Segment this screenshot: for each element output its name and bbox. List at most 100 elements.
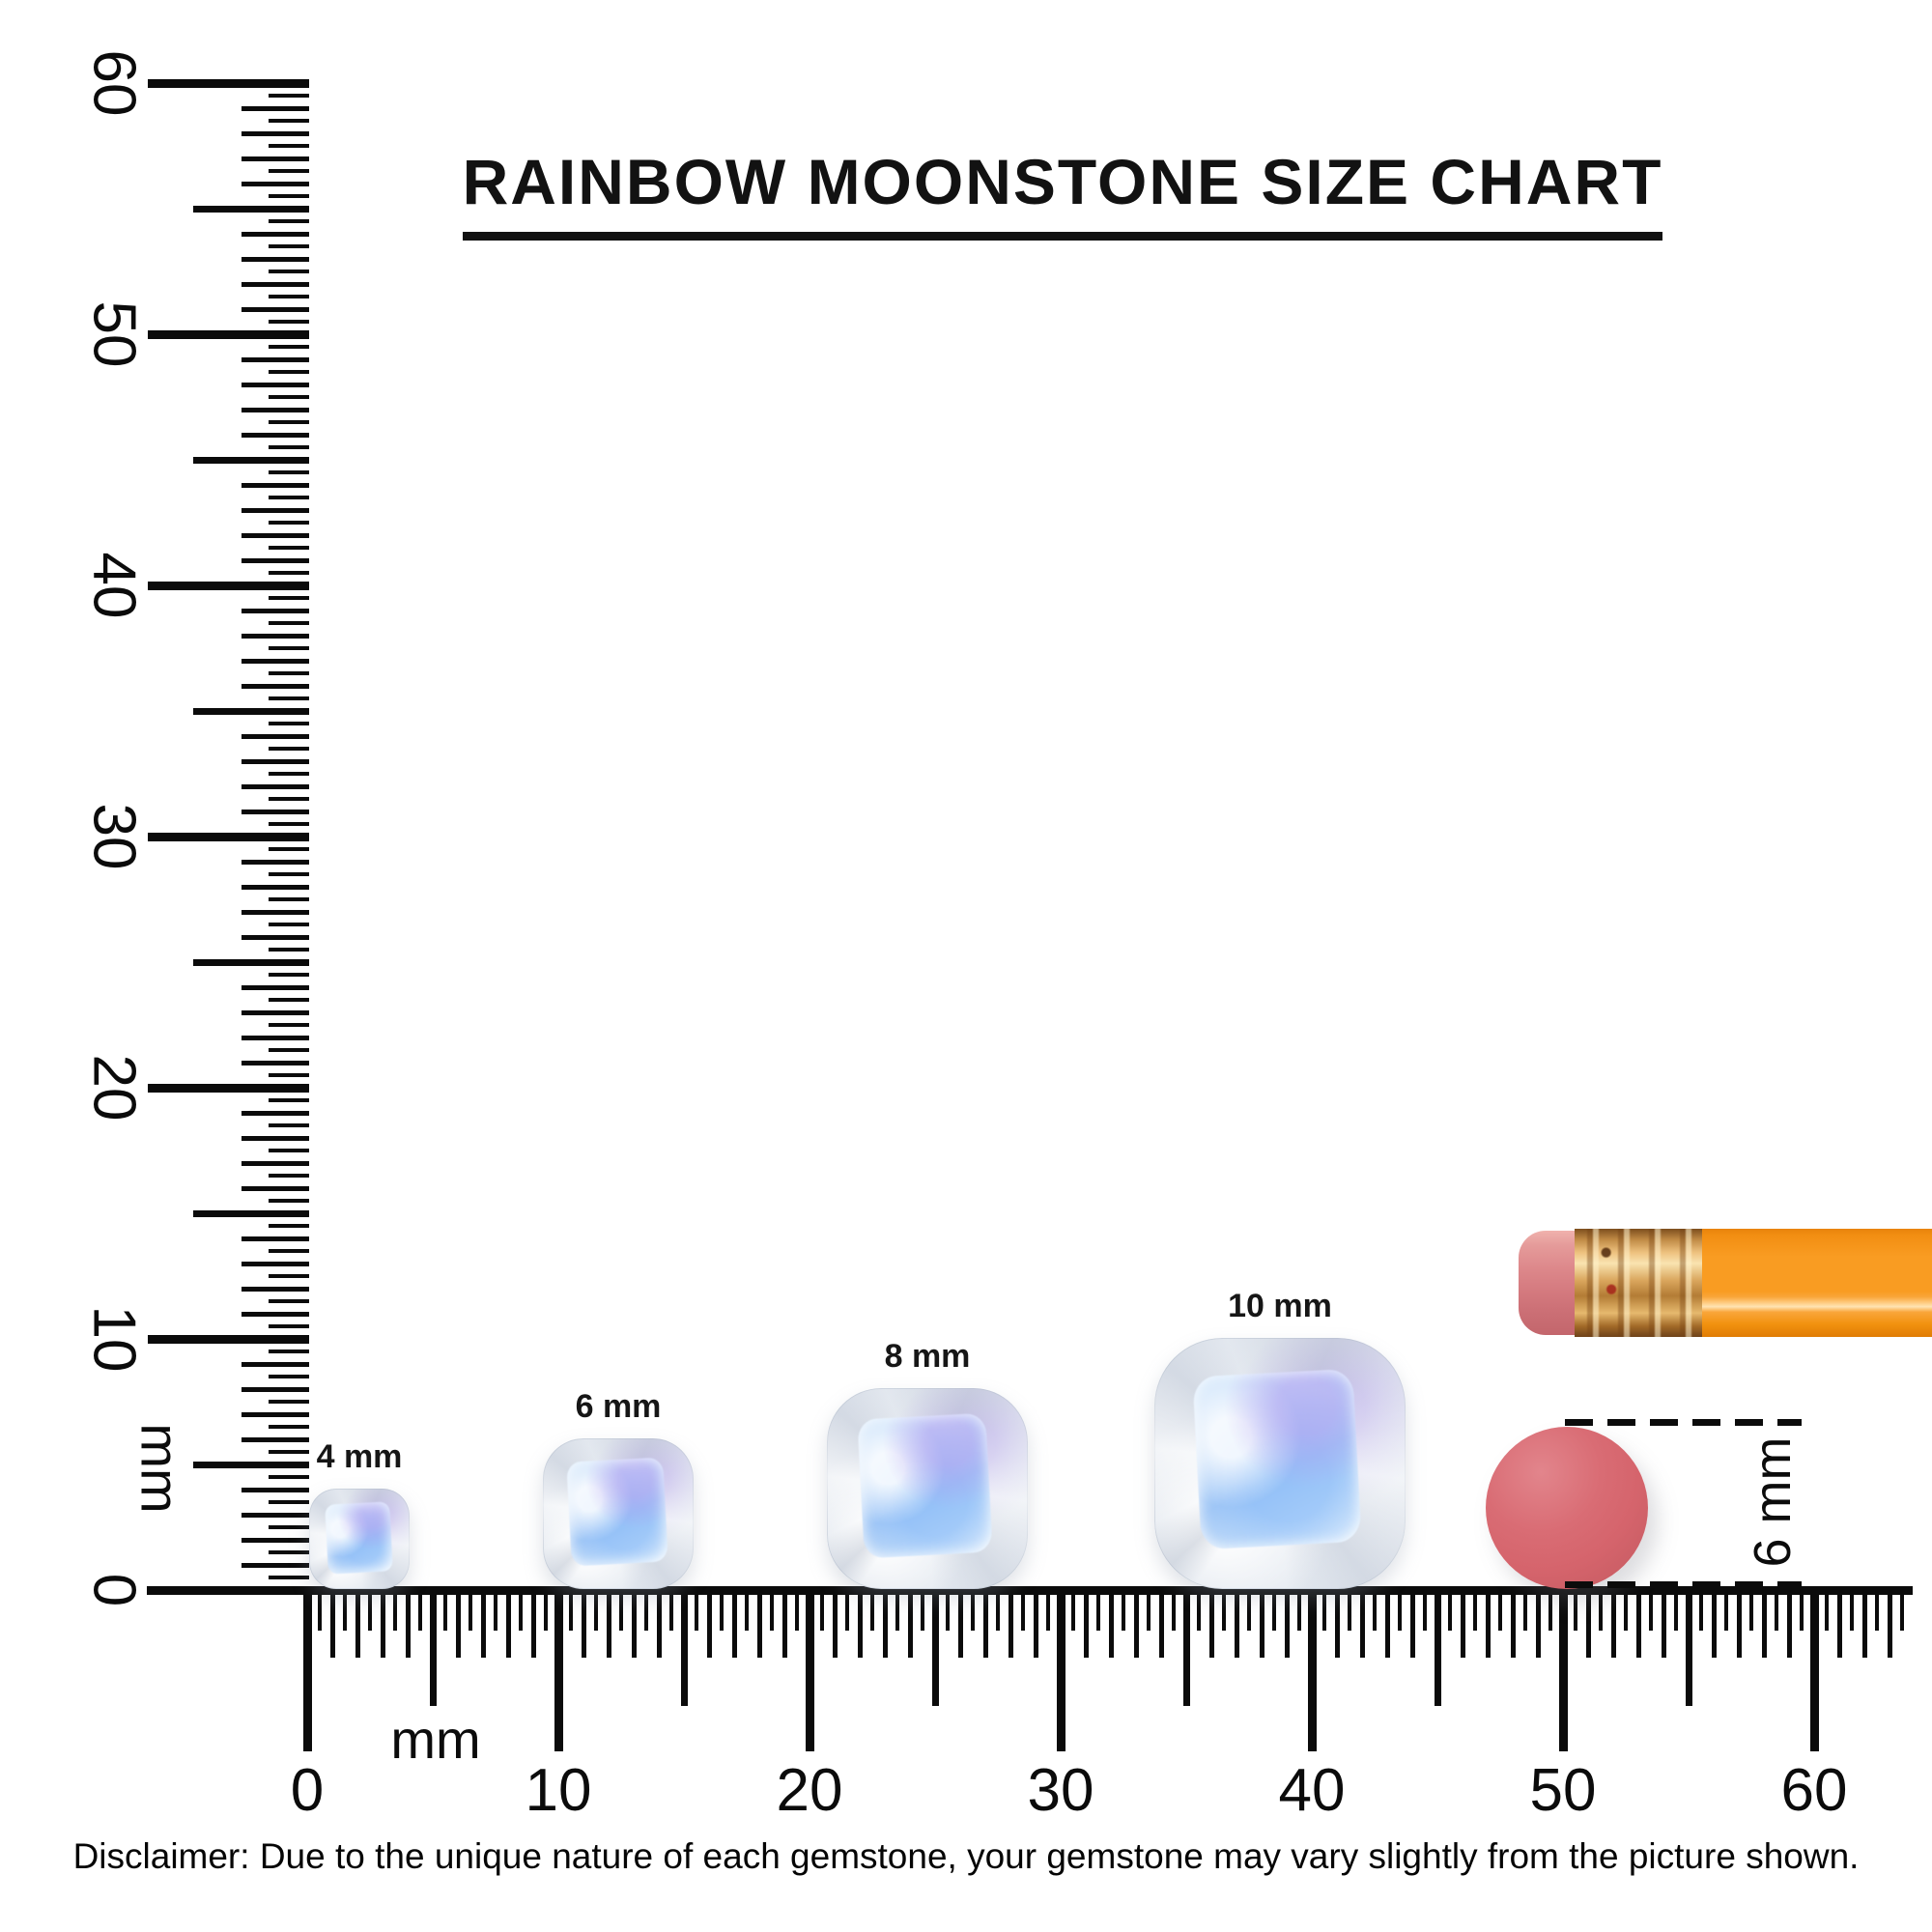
pencil-body [1702,1229,1932,1337]
h-ruler-tick [302,1590,312,1751]
v-ruler-tick [242,306,309,312]
v-ruler-tick [242,758,309,764]
v-ruler-number: 50 [80,300,148,368]
v-ruler-tick [242,1487,309,1492]
v-ruler-tick [242,658,309,664]
h-ruler-tick [519,1590,523,1631]
v-ruler-tick [242,256,309,262]
h-ruler-tick [1558,1590,1568,1751]
v-ruler-tick [269,621,309,625]
v-ruler-tick [193,707,309,715]
h-ruler-tick [1247,1590,1251,1631]
v-ruler-tick [242,1135,309,1141]
v-ruler-tick [269,169,309,173]
v-ruler-tick [269,646,309,650]
v-ruler-tick [193,1461,309,1468]
h-ruler-tick [469,1590,472,1631]
v-ruler-tick [148,329,309,339]
h-ruler-tick [870,1590,874,1631]
v-ruler-tick [193,958,309,966]
vertical-ruler-unit-label: mm [129,1423,191,1514]
h-ruler-tick [1836,1590,1842,1658]
v-ruler-tick [269,1048,309,1052]
h-ruler-tick [1108,1590,1114,1658]
h-ruler-number: 40 [1278,1757,1346,1824]
gem-10mm [1154,1338,1406,1589]
disclaimer-text: Disclaimer: Due to the unique nature of … [72,1836,1860,1876]
v-ruler-tick [242,482,309,488]
h-ruler-tick [443,1590,447,1631]
v-ruler-tick [269,470,309,474]
v-ruler-tick [242,934,309,940]
h-ruler-tick [606,1590,611,1658]
v-ruler-tick [269,320,309,324]
v-ruler-tick [242,1286,309,1292]
h-ruler-tick [1574,1590,1577,1631]
h-ruler-tick [1384,1590,1390,1658]
v-ruler-tick [242,407,309,412]
h-ruler-tick [1523,1590,1527,1631]
h-ruler-tick [1900,1590,1904,1631]
v-ruler-tick [148,1083,309,1093]
v-ruler-tick [269,671,309,675]
h-ruler-tick [1222,1590,1226,1631]
h-ruler-tick [1661,1590,1666,1658]
v-ruler-tick [269,144,309,148]
h-ruler-tick [343,1590,347,1631]
v-ruler-tick [269,696,309,700]
h-ruler-tick [1334,1590,1340,1658]
h-ruler-tick [1307,1590,1317,1751]
v-ruler-tick [269,1274,309,1278]
h-ruler-tick [971,1590,975,1631]
v-ruler-tick [269,1576,309,1579]
h-ruler-tick [380,1590,385,1658]
v-ruler-tick [269,445,309,449]
gem-label-4mm: 4 mm [316,1438,403,1475]
v-ruler-number: 10 [80,1305,148,1373]
h-ruler-tick [1398,1590,1402,1631]
h-ruler-tick [1033,1590,1038,1658]
h-ruler-tick [1434,1590,1441,1706]
v-ruler-tick [269,1023,309,1027]
h-ruler-tick [1585,1590,1591,1658]
h-ruler-tick [720,1590,724,1631]
h-ruler-number: 0 [290,1757,325,1824]
v-ruler-tick [269,1525,309,1529]
v-ruler-tick [242,432,309,438]
h-ruler-tick [731,1590,737,1658]
v-ruler-tick [242,532,309,538]
v-ruler-tick [242,557,309,563]
h-ruler-tick [1548,1590,1552,1631]
h-ruler-number: 50 [1529,1757,1597,1824]
h-ruler-tick [1724,1590,1728,1631]
v-ruler-tick [193,1209,309,1217]
h-ruler-tick [996,1590,1000,1631]
v-ruler-tick [269,948,309,952]
h-ruler-tick [1825,1590,1829,1631]
h-ruler-tick [429,1590,437,1706]
h-ruler-tick [931,1590,939,1706]
v-ruler-tick [242,1110,309,1116]
v-ruler-tick [269,1550,309,1554]
v-ruler-tick [269,1199,309,1203]
v-ruler-tick [242,1512,309,1518]
v-ruler-number: 30 [80,803,148,870]
h-ruler-tick [1008,1590,1013,1658]
v-ruler-tick [269,1249,309,1253]
horizontal-ruler-unit-label: mm [390,1709,481,1770]
h-ruler-tick [921,1590,924,1631]
h-ruler-tick [1610,1590,1616,1658]
h-ruler-tick [1021,1590,1025,1631]
v-ruler-number: 0 [80,1573,148,1607]
v-ruler-tick [242,1261,309,1266]
v-ruler-tick [269,1425,309,1429]
h-ruler-tick [480,1590,486,1658]
v-ruler-tick [242,733,309,739]
h-ruler-number: 20 [776,1757,843,1824]
h-ruler-tick [795,1590,799,1631]
h-ruler-tick [680,1590,688,1706]
v-ruler-number: 60 [80,49,148,117]
h-ruler-tick [1736,1590,1742,1658]
h-ruler-tick [656,1590,662,1658]
